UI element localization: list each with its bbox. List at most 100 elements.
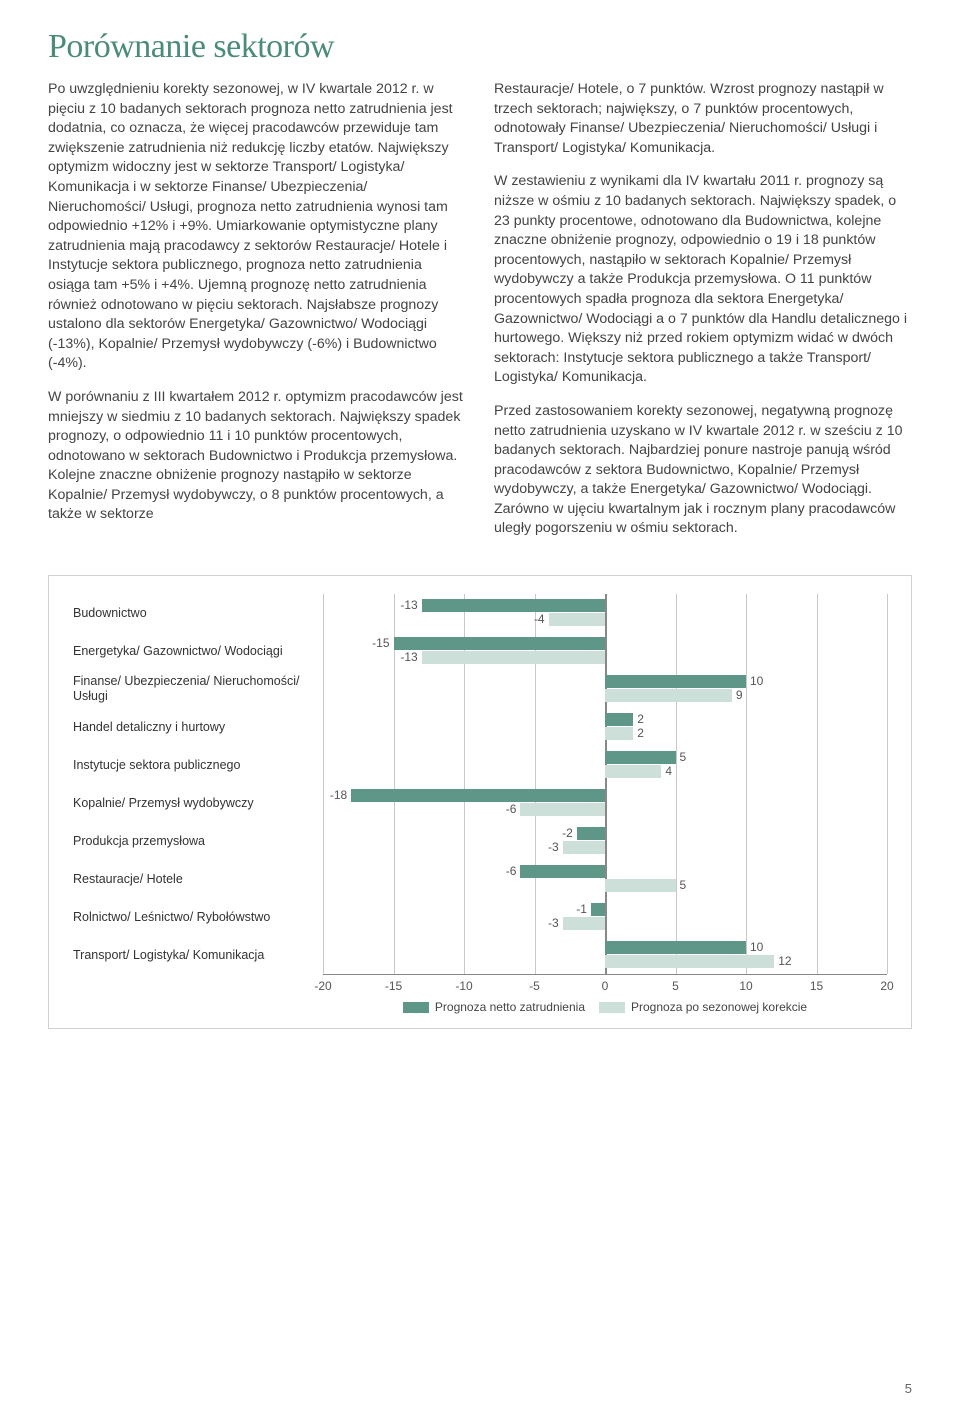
chart-gridline: [817, 594, 818, 632]
paragraph: W porównaniu z III kwartałem 2012 r. opt…: [48, 388, 466, 525]
legend-swatch-light: [599, 1002, 625, 1013]
chart-category-label: Rolnictwo/ Leśnictwo/ Rybołówstwo: [73, 910, 323, 925]
chart-bar-value: 10: [750, 940, 763, 954]
chart-gridline: [887, 708, 888, 746]
chart-gridline: [817, 822, 818, 860]
chart-gridline: [394, 594, 395, 632]
chart-gridline: [746, 594, 747, 632]
chart-bar-light: [605, 955, 774, 968]
chart-gridline: [323, 670, 324, 708]
chart-bar-dark: [605, 675, 746, 688]
paragraph: W zestawieniu z wynikami dla IV kwartału…: [494, 172, 912, 388]
chart-gridline: [676, 594, 677, 632]
chart-row: Transport/ Logistyka/ Komunikacja 10 12: [73, 936, 887, 974]
chart-gridline: [887, 936, 888, 974]
chart-bar-light: [563, 841, 605, 854]
chart-bar-light: [605, 765, 661, 778]
chart-gridline: [676, 632, 677, 670]
chart-bar-value: 9: [736, 688, 743, 702]
chart-gridline: [323, 594, 324, 632]
chart-bar-value: -6: [506, 802, 517, 816]
chart-category-label: Produkcja przemysłowa: [73, 834, 323, 849]
chart-gridline: [746, 898, 747, 936]
chart-x-axis: -20-15-10-505101520: [323, 974, 887, 998]
chart-gridline: [535, 746, 536, 784]
chart-gridline: [464, 898, 465, 936]
chart-gridline: [394, 670, 395, 708]
chart-category-label: Transport/ Logistyka/ Komunikacja: [73, 948, 323, 963]
chart-bar-area: -13-4: [323, 594, 887, 632]
chart-bar-area: -65: [323, 860, 887, 898]
chart-category-label: Restauracje/ Hotele: [73, 872, 323, 887]
chart-bar-light: [605, 727, 633, 740]
chart-row: Produkcja przemysłowa-2-3: [73, 822, 887, 860]
chart-bar-value: -15: [372, 636, 389, 650]
page-title: Porównanie sektorów: [48, 28, 912, 66]
chart-gridline: [817, 898, 818, 936]
chart-category-label: Handel detaliczny i hurtowy: [73, 720, 323, 735]
chart-gridline: [323, 708, 324, 746]
chart-gridline: [887, 746, 888, 784]
chart-bar-value: 5: [680, 878, 687, 892]
chart-bar-value: -13: [400, 650, 417, 664]
chart-gridline: [887, 632, 888, 670]
chart-zero-line: [605, 898, 607, 936]
chart-gridline: [323, 822, 324, 860]
chart-gridline: [323, 746, 324, 784]
chart-x-tick: -10: [455, 979, 472, 993]
chart-gridline: [464, 860, 465, 898]
chart-gridline: [676, 746, 677, 784]
chart-gridline: [746, 632, 747, 670]
chart-bar-dark: [605, 713, 633, 726]
chart-gridline: [323, 936, 324, 974]
chart-gridline: [887, 670, 888, 708]
chart-x-tick: -5: [529, 979, 540, 993]
chart-row: Restauracje/ Hotele-65: [73, 860, 887, 898]
chart-x-tick: -20: [314, 979, 331, 993]
chart-zero-line: [605, 822, 607, 860]
legend-label: Prognoza netto zatrudnienia: [435, 1000, 585, 1014]
chart-row: Rolnictwo/ Leśnictwo/ Rybołówstwo-1-3: [73, 898, 887, 936]
chart-bar-area: -18-6: [323, 784, 887, 822]
page-number: 5: [905, 1381, 912, 1396]
chart-bar-area: -15 -13: [323, 632, 887, 670]
chart-gridline: [817, 936, 818, 974]
chart-gridline: [323, 860, 324, 898]
chart-gridline: [817, 746, 818, 784]
chart-gridline: [746, 860, 747, 898]
chart-bar-area: 54: [323, 746, 887, 784]
chart-bar-value: 4: [665, 764, 672, 778]
chart-gridline: [535, 670, 536, 708]
chart-gridline: [676, 860, 677, 898]
chart-x-tick: 5: [672, 979, 679, 993]
chart-gridline: [323, 632, 324, 670]
chart-gridline: [887, 822, 888, 860]
chart-gridline: [887, 898, 888, 936]
paragraph: Restauracje/ Hotele, o 7 punktów. Wzrost…: [494, 80, 912, 158]
chart-zero-line: [605, 784, 607, 822]
chart-gridline: [746, 784, 747, 822]
chart-bar-value: 12: [778, 954, 791, 968]
chart-bar-value: 5: [680, 750, 687, 764]
chart-bar-value: 10: [750, 674, 763, 688]
chart-row: Kopalnie/ Przemysł wydobywczy-18-6: [73, 784, 887, 822]
chart-gridline: [887, 784, 888, 822]
chart-gridline: [394, 898, 395, 936]
chart-gridline: [535, 898, 536, 936]
chart-gridline: [746, 670, 747, 708]
chart-zero-line: [605, 594, 607, 632]
chart-bar-dark: [394, 637, 606, 650]
chart-bar-area: -2-3: [323, 822, 887, 860]
chart-gridline: [676, 822, 677, 860]
chart-bar-value: -3: [548, 916, 559, 930]
chart-bar-dark: [605, 941, 746, 954]
chart-gridline: [887, 594, 888, 632]
chart-bar-value: -4: [534, 612, 545, 626]
chart-gridline: [676, 898, 677, 936]
chart-bar-light: [549, 613, 605, 626]
chart-category-label: Kopalnie/ Przemysł wydobywczy: [73, 796, 323, 811]
chart-x-tick: -15: [385, 979, 402, 993]
paragraph: Przed zastosowaniem korekty sezonowej, n…: [494, 402, 912, 539]
chart-bar-dark: [351, 789, 605, 802]
chart-gridline: [394, 708, 395, 746]
